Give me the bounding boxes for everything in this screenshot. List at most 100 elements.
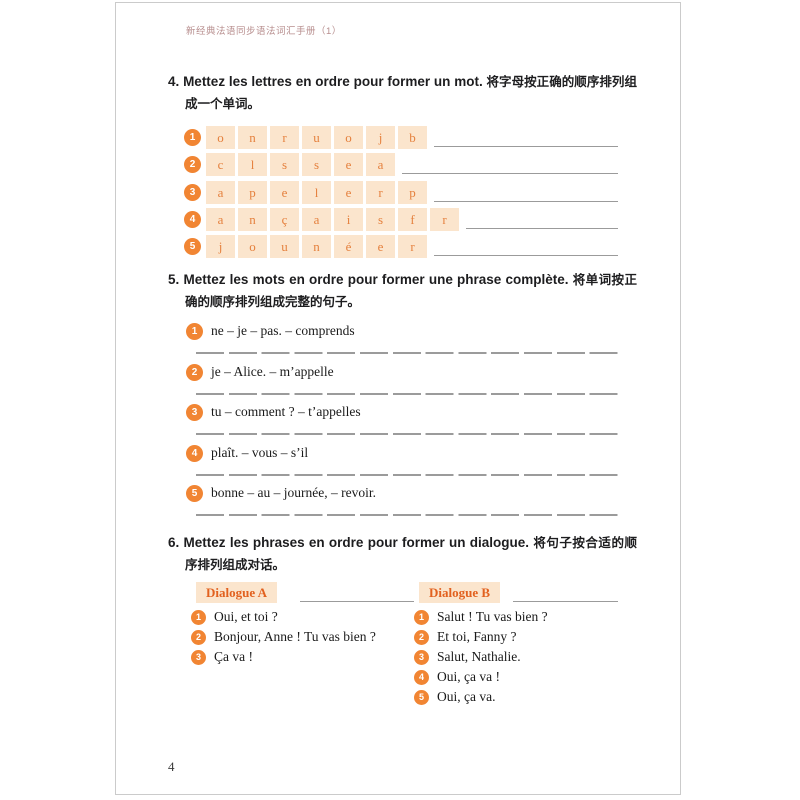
- letter-tile: a: [206, 208, 235, 231]
- item-number-badge: 4: [184, 211, 201, 228]
- dialogue-b-column: Dialogue B 1 Salut ! Tu vas bien ? 2 Et to…: [414, 582, 618, 707]
- letter-tile: e: [366, 235, 395, 258]
- item-number-badge: 3: [186, 403, 203, 421]
- item-number-badge: 1: [186, 322, 203, 340]
- exercise6-title-fr: Mettez les phrases en ordre pour former …: [183, 535, 530, 550]
- answer-blank-line: [434, 200, 618, 202]
- letter-tile: n: [302, 235, 331, 258]
- letter-tile: n: [238, 126, 267, 149]
- dialogue-a-item-2: 2 Bonjour, Anne ! Tu vas bien ?: [191, 627, 414, 647]
- dialogue-a-item-3: 3 Ça va !: [191, 647, 414, 667]
- item-number-badge: 2: [191, 629, 206, 645]
- dialogue-a-blank-line: [300, 600, 414, 602]
- exercise5-title: 5. Mettez les mots en ordre pour former …: [168, 269, 637, 313]
- item-number-badge: 2: [414, 629, 429, 645]
- item-number-badge: 2: [184, 156, 201, 173]
- exercise4-title-zh: 将字母按正确的顺序排列组成一个单词。: [185, 75, 637, 111]
- answer-blank-line: [466, 227, 618, 229]
- letter-tile: u: [270, 235, 299, 258]
- exercise5-title-fr: Mettez les mots en ordre pour former une…: [183, 272, 569, 287]
- exercise6-title-zh: 将句子按合适的顺序排列组成对话。: [185, 536, 637, 572]
- letter-tile: u: [302, 126, 331, 149]
- letter-tile: o: [334, 126, 363, 149]
- item-number-badge: 4: [414, 669, 429, 685]
- letter-tile: l: [302, 181, 331, 204]
- exercise4-number: 4.: [168, 74, 180, 89]
- letter-tile: l: [238, 153, 267, 176]
- word-order-item-1: 1 ne – je – pas. – comprends: [186, 322, 618, 354]
- dialogue-b-item-4: 4 Oui, ça va !: [414, 667, 618, 687]
- dialogue-sentence: Et toi, Fanny ?: [437, 629, 517, 644]
- letter-tile: ç: [270, 208, 299, 231]
- word-order-item-4: 4 plaît. – vous – s’il: [186, 444, 618, 476]
- letter-tile: n: [238, 208, 267, 231]
- page-number: 4: [168, 759, 175, 774]
- letter-tile: o: [238, 235, 267, 258]
- item-number-badge: 4: [186, 444, 203, 462]
- dialogue-b-label: Dialogue B: [419, 582, 501, 603]
- letter-tile: e: [334, 153, 363, 176]
- item-number-badge: 5: [414, 689, 429, 705]
- letter-tile: i: [334, 208, 363, 231]
- exercise6-number: 6.: [168, 535, 180, 550]
- exercise4-title-fr: Mettez les lettres en ordre pour former …: [183, 74, 483, 89]
- word-order-item-3: 3 tu – comment ? – t’appelles: [186, 403, 618, 435]
- dialogue-sentence: Ça va !: [214, 649, 253, 664]
- item-number-badge: 3: [414, 649, 429, 665]
- dialogue-a-label: Dialogue A: [196, 582, 278, 603]
- letter-row-3: 3 a p e l e r p: [184, 181, 618, 204]
- item-number-badge: 2: [186, 363, 203, 381]
- item-number-badge: 5: [186, 484, 203, 502]
- scrambled-words-text: plaît. – vous – s’il: [211, 445, 309, 460]
- answer-blank-segments: [196, 433, 618, 435]
- word-order-item-2: 2 je – Alice. – m’appelle: [186, 363, 618, 395]
- letter-tile: p: [398, 181, 427, 204]
- item-number-badge: 3: [191, 649, 206, 665]
- letter-tile: s: [366, 208, 395, 231]
- letter-row-1: 1 o n r u o j b: [184, 126, 618, 149]
- letter-tile: e: [334, 181, 363, 204]
- dialogue-sentence: Salut, Nathalie.: [437, 649, 521, 664]
- dialogue-b-item-1: 1 Salut ! Tu vas bien ?: [414, 607, 618, 627]
- letter-tile: r: [398, 235, 427, 258]
- dialogue-a-column: Dialogue A 1 Oui, et toi ? 2 Bonjour, Anne…: [191, 582, 414, 667]
- letter-tile: o: [206, 126, 235, 149]
- letter-tile: c: [206, 153, 235, 176]
- letter-tile: j: [206, 235, 235, 258]
- letter-tile: é: [334, 235, 363, 258]
- word-order-item-5: 5 bonne – au – journée, – revoir.: [186, 484, 618, 516]
- exercise6-title: 6. Mettez les phrases en ordre pour form…: [168, 532, 637, 576]
- item-number-badge: 3: [184, 184, 201, 201]
- answer-blank-segments: [196, 352, 618, 354]
- letter-tile: r: [270, 126, 299, 149]
- dialogue-b-item-5: 5 Oui, ça va.: [414, 687, 618, 707]
- dialogue-sentence: Oui, ça va !: [437, 669, 500, 684]
- item-number-badge: 1: [184, 129, 201, 146]
- exercise5-number: 5.: [168, 272, 180, 287]
- answer-blank-segments: [196, 514, 618, 516]
- item-number-badge: 1: [191, 609, 206, 625]
- letter-tile: a: [302, 208, 331, 231]
- scrambled-words-text: tu – comment ? – t’appelles: [211, 404, 361, 419]
- scrambled-words-text: bonne – au – journée, – revoir.: [211, 485, 376, 500]
- letter-tile: a: [206, 181, 235, 204]
- answer-blank-line: [434, 254, 618, 256]
- exercise4-title: 4. Mettez les lettres en ordre pour form…: [168, 71, 637, 115]
- letter-tile: a: [366, 153, 395, 176]
- letter-row-5: 5 j o u n é e r: [184, 235, 618, 258]
- letter-tile: s: [302, 153, 331, 176]
- answer-blank-line: [434, 145, 618, 147]
- letter-tile: e: [270, 181, 299, 204]
- item-number-badge: 1: [414, 609, 429, 625]
- answer-blank-segments: [196, 474, 618, 476]
- letter-tile: s: [270, 153, 299, 176]
- exercise5-title-zh: 将单词按正确的顺序排列组成完整的句子。: [185, 273, 637, 309]
- letter-tile: r: [430, 208, 459, 231]
- letter-tile: f: [398, 208, 427, 231]
- letter-tile: p: [238, 181, 267, 204]
- letter-tile: b: [398, 126, 427, 149]
- running-header: 新经典法语同步语法词汇手册（1）: [186, 26, 342, 37]
- dialogue-sentence: Oui, ça va.: [437, 689, 496, 704]
- item-number-badge: 5: [184, 238, 201, 255]
